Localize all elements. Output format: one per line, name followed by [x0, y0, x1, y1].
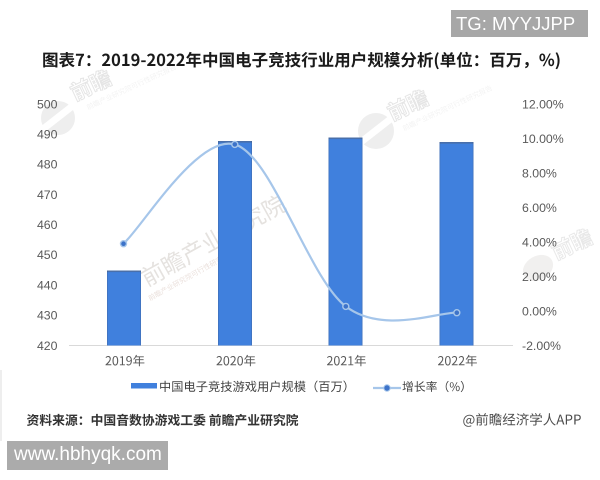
svg-text:450: 450 — [37, 248, 58, 262]
svg-text:-2.00%: -2.00% — [522, 339, 561, 353]
svg-text:8.00%: 8.00% — [522, 166, 557, 180]
svg-text:12.00%: 12.00% — [522, 97, 564, 111]
svg-text:0.00%: 0.00% — [522, 304, 557, 318]
svg-text:430: 430 — [37, 309, 58, 323]
svg-text:6.00%: 6.00% — [522, 201, 557, 215]
svg-text:4.00%: 4.00% — [522, 235, 557, 249]
svg-text:420: 420 — [37, 339, 58, 353]
svg-text:2.00%: 2.00% — [522, 270, 557, 284]
svg-text:440: 440 — [37, 278, 58, 292]
svg-text:480: 480 — [37, 158, 58, 172]
svg-text:490: 490 — [37, 128, 58, 142]
svg-text:10.00%: 10.00% — [522, 132, 564, 146]
svg-text:www.hbhyqk.com: www.hbhyqk.com — [13, 444, 162, 465]
svg-text:470: 470 — [37, 188, 58, 202]
svg-text:460: 460 — [37, 218, 58, 232]
svg-text:500: 500 — [37, 97, 58, 111]
svg-text:TG: MYYJJPP: TG: MYYJJPP — [456, 13, 575, 34]
